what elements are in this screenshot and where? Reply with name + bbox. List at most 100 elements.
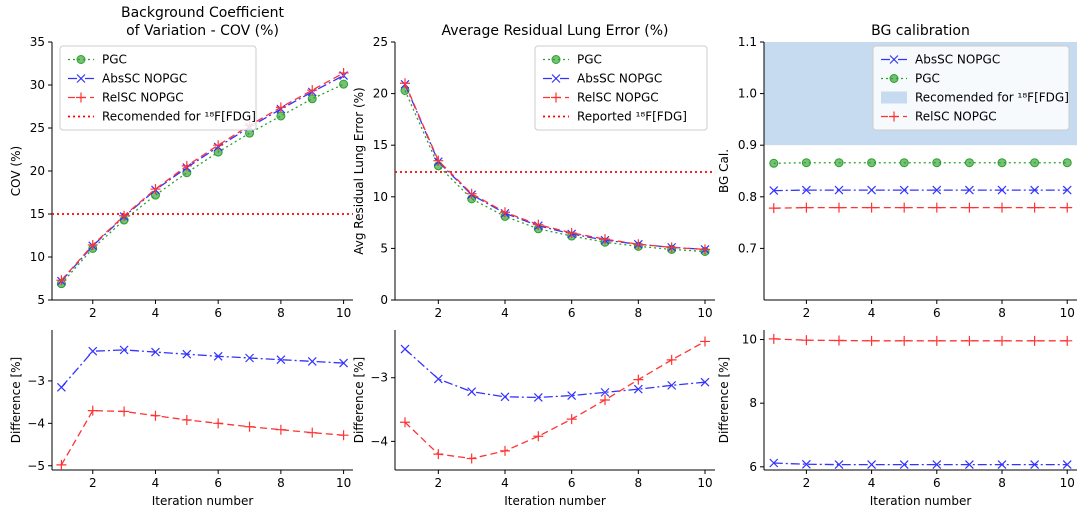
data-point (1029, 202, 1040, 213)
x-axis-label: Iteration number (870, 494, 972, 508)
x-tick-label: 6 (933, 306, 941, 320)
data-point (633, 384, 643, 394)
data-point (932, 158, 942, 168)
x-tick-label: 10 (336, 306, 351, 320)
x-tick-label: 10 (697, 476, 712, 490)
data-point (867, 460, 877, 470)
data-point (119, 210, 130, 221)
data-point (1030, 185, 1040, 195)
data-point (1029, 335, 1040, 346)
legend-marker (889, 74, 899, 83)
series-line-pgc (60, 83, 344, 285)
y-tick-label: 25 (373, 35, 388, 49)
data-point (339, 358, 349, 368)
x-tick-label: 10 (1060, 476, 1075, 490)
data-point (600, 234, 610, 245)
data-point (307, 94, 317, 104)
data-point (466, 453, 477, 464)
panel-bg-diff: 6 8 10 2 4 6 8 10 Difference [%] Iteration number (717, 330, 1077, 508)
y-tick-label: 10 (373, 190, 388, 204)
y-tick-label: 0 (380, 293, 388, 307)
y-tick-label: 15 (373, 138, 388, 152)
data-point (801, 185, 811, 195)
y-axis-label: Difference [%] (717, 357, 731, 443)
data-point (801, 459, 811, 469)
x-tick-label: 8 (998, 476, 1006, 490)
data-point (150, 410, 161, 421)
data-point (567, 391, 577, 400)
data-point (964, 460, 974, 470)
x-tick-label: 2 (435, 476, 443, 490)
chart-title: Background Coefficient (121, 5, 285, 21)
data-point (56, 382, 66, 392)
data-point (338, 430, 349, 441)
x-tick-label: 10 (1060, 306, 1075, 320)
legend-label: AbsSC NOPGC (577, 72, 662, 86)
legend-marker (551, 55, 561, 64)
data-point (801, 158, 811, 168)
y-tick-label: 20 (373, 87, 388, 101)
x-tick-label: 10 (697, 306, 712, 320)
data-point (964, 158, 974, 168)
x-tick-label: 4 (501, 306, 509, 320)
data-point (244, 421, 255, 432)
legend-label: RelSC NOPGC (915, 110, 997, 124)
legend-label: Reported ¹⁸F[FDG] (577, 110, 687, 124)
x-tick-label: 4 (868, 306, 876, 320)
data-point (276, 355, 286, 365)
legend-box (59, 45, 257, 131)
data-point (1030, 158, 1040, 168)
legend-label: AbsSC NOPGC (102, 72, 187, 86)
series-line-pgc (404, 90, 706, 253)
y-tick-label: 0.9 (738, 138, 757, 152)
x-tick-label: 2 (435, 306, 443, 320)
data-point (964, 202, 975, 213)
x-tick-label: 8 (277, 476, 285, 490)
legend: AbsSC NOPGC PGC Recomended for ¹⁸F[FDG] Rel… (872, 45, 1070, 131)
data-point (667, 380, 677, 390)
data-point (275, 102, 286, 113)
data-point (1062, 185, 1072, 195)
panel-cov-diff: −5 −4 −3 2 4 6 8 10 Difference [%] Iteration numb… (9, 330, 353, 508)
data-point (566, 227, 577, 238)
x-tick-label: 2 (803, 476, 811, 490)
data-point (932, 460, 942, 470)
data-point (1062, 460, 1072, 470)
legend-label: PGC (915, 72, 940, 86)
legend-label: PGC (577, 53, 602, 67)
data-point (56, 459, 67, 470)
data-point (801, 335, 812, 346)
y-axis-label: COV (%) (9, 146, 23, 196)
legend-marker (76, 74, 86, 83)
x-tick-label: 10 (336, 476, 351, 490)
series-line-abssc-nopgc (404, 348, 706, 399)
x-axis-label: Iteration number (504, 494, 606, 508)
data-point (213, 351, 223, 361)
data-point (997, 460, 1007, 470)
legend: PGC AbsSC NOPGC RelSC NOPGC Recomended for … (59, 45, 257, 131)
data-point (899, 202, 910, 213)
data-point (307, 356, 317, 366)
y-axis-label: Difference [%] (9, 357, 23, 443)
legend-label: RelSC NOPGC (102, 91, 184, 105)
data-point (899, 185, 909, 195)
data-point (275, 424, 286, 435)
legend-label: Recomended for ¹⁸F[FDG] (915, 91, 1069, 105)
legend-marker (889, 55, 899, 64)
series-line-relsc-nopgc (773, 206, 1068, 209)
y-tick-label: 25 (30, 121, 45, 135)
data-point (533, 431, 544, 442)
legend-label: Recomended for ¹⁸F[FDG] (102, 110, 256, 124)
data-point (899, 158, 909, 168)
data-point (700, 336, 710, 347)
legend-marker (889, 111, 899, 122)
y-tick-label: 10 (30, 250, 45, 264)
x-tick-label: 4 (152, 476, 160, 490)
data-point (666, 354, 677, 365)
x-tick-label: 8 (635, 476, 643, 490)
data-point (768, 203, 779, 214)
data-point (181, 414, 192, 425)
data-point (769, 158, 779, 168)
data-point (964, 335, 975, 346)
x-tick-label: 6 (568, 306, 576, 320)
